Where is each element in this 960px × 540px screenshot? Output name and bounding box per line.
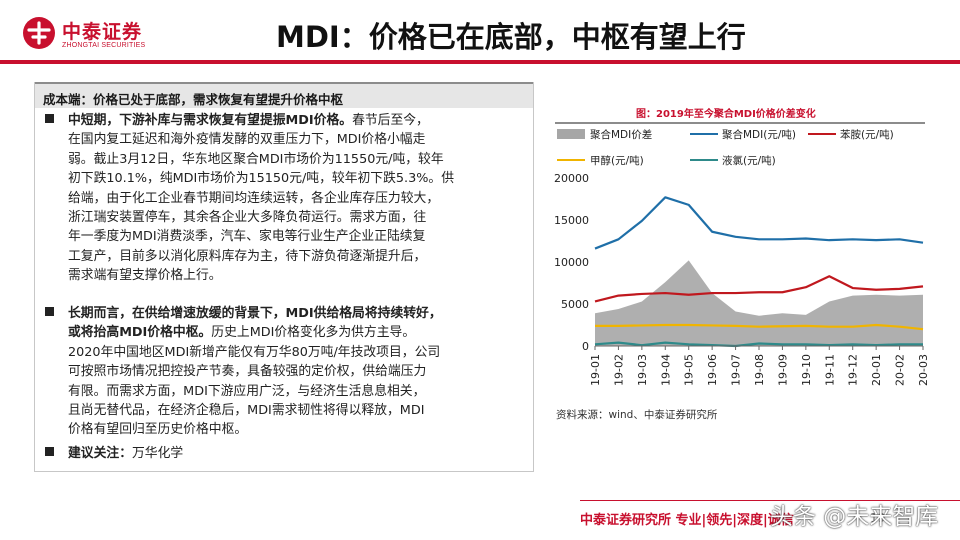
legend-swatch-spread — [557, 129, 585, 139]
paragraph-line: 需求端有望支撑价格上行。 — [68, 268, 222, 284]
analysis-panel: 成本端：价格已处于底部，需求恢复有望提升价格中枢 中短期，下游补库与需求恢复有望… — [34, 82, 534, 472]
zhongtai-logo-icon — [23, 17, 55, 49]
paragraph-line: 初下跌10.1%，纯MDI市场价为15150元/吨，较年初下跌5.3%。供 — [68, 171, 454, 187]
paragraph-lead: 或将抬高MDI价格中枢。 — [68, 325, 212, 341]
y-tick-label: 20000 — [554, 172, 589, 185]
x-tick-label: 19-07 — [730, 354, 743, 386]
series-line-mdi — [594, 196, 924, 250]
paragraph-short-term: 中短期，下游补库与需求恢复有望提振MDI价格。春节后至今， 在国内复工延迟和海外… — [45, 111, 531, 286]
x-tick-label: 19-09 — [776, 354, 789, 386]
x-tick-label: 19-05 — [683, 354, 696, 386]
paragraph-line: 浙江瑞安装置停车，其余各企业大多降负荷运行。需求方面，往 — [68, 210, 427, 226]
mdi-price-chart: 0 5000 10000 15000 20000 19-01 19-02 19-03 19-04… — [554, 172, 930, 386]
recommendation-label: 建议关注： — [68, 446, 132, 461]
panel-heading: 成本端：价格已处于底部，需求恢复有望提升价格中枢 — [35, 82, 533, 108]
watermark: 头条 @未来智库 — [770, 504, 939, 530]
chart-title-divider — [555, 122, 925, 124]
x-tick-label: 19-03 — [636, 354, 649, 386]
recommendation-value: 万华化学 — [131, 446, 184, 461]
footer-divider — [580, 500, 960, 501]
series-line-chlorine — [594, 341, 923, 348]
logo-text-cn: 中泰证券 — [62, 21, 143, 43]
legend-swatch-chlorine — [690, 159, 718, 161]
x-tick-label: 20-01 — [870, 354, 883, 386]
paragraph-line: 历史上MDI价格变化多为供方主导。 — [211, 325, 416, 341]
x-tick-label: 19-06 — [706, 354, 719, 386]
x-tick-label: 19-12 — [847, 354, 860, 386]
x-tick-label: 19-08 — [753, 354, 766, 386]
page-number: 19 — [870, 511, 886, 525]
paragraph-line: 2020年中国地区MDI新增产能仅有万华80万吨/年技改项目，公司 — [68, 344, 441, 360]
legend-label-mdi: 聚合MDI(元/吨) — [722, 129, 796, 141]
paragraph-line: 可按照市场情况把控投产节奏，具备较强的定价权，供给端压力 — [68, 364, 427, 380]
paragraph-recommendation: 建议关注：万华化学 — [45, 444, 531, 463]
legend-label-chlorine: 液氯(元/吨) — [722, 155, 776, 167]
logo-text-en: ZHONGTAI SECURITIES — [62, 42, 146, 49]
chart-source: 资料来源：wind、中泰证券研究所 — [556, 409, 718, 421]
x-tick-label: 19-02 — [612, 354, 625, 386]
paragraph-line: 弱。截止3月12日，华东地区聚合MDI市场价为11550元/吨，较年 — [68, 151, 444, 167]
legend-swatch-aniline — [808, 133, 836, 135]
paragraph-line: 给端，由于化工企业春节期间均连续运转，各企业库存压力较大， — [68, 190, 440, 206]
y-tick-label: 15000 — [554, 214, 589, 227]
x-tick-label: 19-01 — [589, 354, 602, 386]
legend-swatch-mdi — [690, 133, 718, 135]
x-tick-label: 19-11 — [823, 354, 836, 386]
x-tick-label: 20-03 — [917, 354, 930, 386]
paragraph-line: 在国内复工延迟和海外疫情发酵的双重压力下，MDI价格小幅走 — [68, 132, 426, 148]
x-tick-label: 19-04 — [659, 354, 672, 386]
paragraph-line: 年一季度为MDI消费淡季，汽车、家电等行业生产企业正陆续复 — [68, 229, 426, 245]
chart-title: 图：2019年至今聚合MDI价格价差变化 — [636, 109, 816, 120]
y-tick-label: 5000 — [561, 298, 589, 311]
y-tick-label: 10000 — [554, 256, 589, 269]
legend-label-methanol: 甲醇(元/吨) — [590, 155, 644, 167]
y-tick-label: 0 — [582, 340, 589, 353]
paragraph-line: 且尚无替代品，在经济企稳后，MDI需求韧性将得以释放，MDI — [68, 403, 425, 419]
paragraph-line: 价格有望回归至历史价格中枢。 — [68, 422, 248, 438]
series-area-spread — [595, 260, 923, 346]
bullet-icon — [45, 114, 54, 123]
paragraph-lead: 中短期，下游补库与需求恢复有望提振MDI价格。 — [68, 113, 353, 128]
series-line-methanol — [595, 323, 924, 331]
paragraph-line: 工复产，目前多以消化原料库存为主，待下游负荷逐渐提升后， — [68, 248, 427, 264]
legend-label-spread: 聚合MDI价差 — [590, 129, 653, 141]
legend-swatch-methanol — [557, 159, 585, 161]
legend-label-aniline: 苯胺(元/吨) — [840, 129, 894, 141]
x-tick-label: 19-10 — [800, 354, 813, 386]
series-line-aniline — [594, 275, 924, 303]
paragraph-long-term: 长期而言，在供给增速放缓的背景下，MDI供给格局将持续转好， 或将抬高MDI价格… — [45, 304, 535, 440]
page-title: MDI：价格已在底部，中枢有望上行 — [276, 20, 746, 54]
paragraph-lead: 长期而言，在供给增速放缓的背景下，MDI供给格局将持续转好， — [68, 306, 442, 321]
company-logo: 中泰证券 ZHONGTAI SECURITIES — [22, 14, 172, 54]
header-divider — [0, 60, 960, 64]
paragraph-line: 春节后至今， — [352, 113, 429, 128]
bullet-icon — [45, 447, 54, 456]
x-tick-label: 20-02 — [894, 354, 907, 386]
footer-slogan: 中泰证券研究所 专业|领先|深度|诚信 — [580, 513, 794, 528]
bullet-icon — [45, 307, 54, 316]
paragraph-line: 有限。而需求方面，MDI下游应用广泛，与经济生活息息相关， — [68, 383, 426, 399]
